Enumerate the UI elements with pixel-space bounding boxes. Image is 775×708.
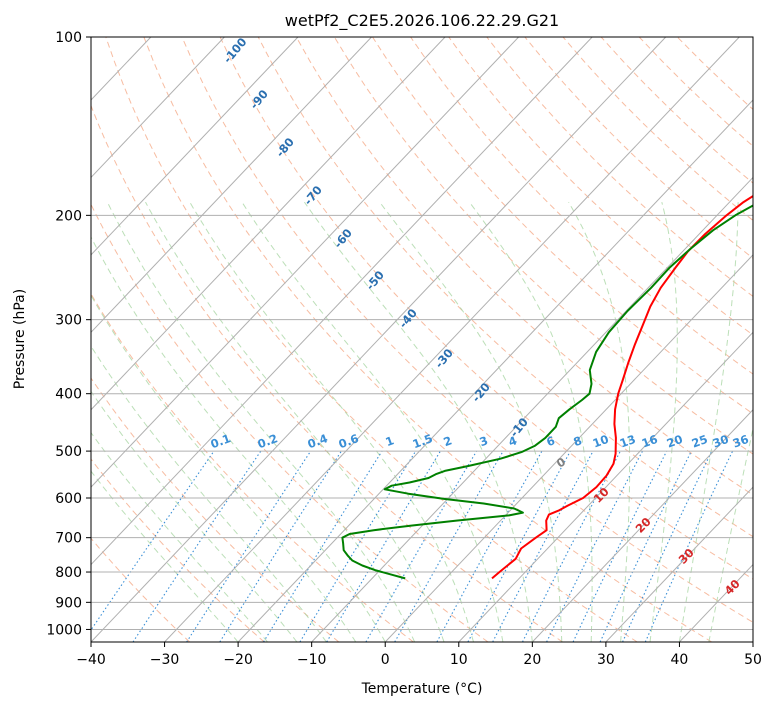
isotherm-line [91,37,225,179]
moist-adiabats [91,201,753,642]
isotherm-line [237,99,753,642]
moist-adiabat-line [91,294,357,642]
dry-adiabat-line [448,37,753,336]
dry-adiabat-line [486,37,753,297]
mixing-ratio-label: 1.5 [411,431,435,451]
isotherm-line [384,254,753,642]
dry-adiabat-line [91,104,563,642]
isotherm-line [91,37,667,642]
moist-adiabat-line [91,470,239,642]
moist-adiabat-line [91,236,386,642]
mixing-ratio-label: 16 [640,432,660,451]
isotherm-line [91,37,299,256]
x-tick-label: 0 [381,652,390,668]
x-tick-label: 30 [597,652,615,668]
mixing-ratio-label: 30 [711,432,731,451]
chart-title: wetPf2_C2E5.2026.106.22.29.G21 [285,11,559,31]
isotherm-line [91,37,446,411]
dry-adiabat-line [91,458,265,642]
moist-adiabat-line [145,201,445,642]
isotherm-line [531,408,753,642]
y-tick-label: 300 [55,313,82,329]
dry-adiabat-line [181,37,753,623]
mixing-ratio-label: 25 [690,432,710,451]
plot-area: -100-90-80-70-60-50-40-30-20-100.1 0.2 0.4… [91,37,753,642]
y-tick-label: 1000 [46,622,82,638]
mixing-ratio-label: 0.4 [306,431,330,451]
profiles [341,194,753,580]
mixing-ratio-label: 0.1 [209,431,233,451]
mixing-ratio-label: 0.6 [337,431,361,451]
axes: −40 −30 −20 −10 0 10 20 30 40 50 100 200 300 400 500 60… [46,30,762,668]
mixing-ratio-label: 20 [665,432,685,451]
x-tick-label: 20 [523,652,541,668]
dry-adiabat-line [219,37,753,580]
mixing-ratio-label: 0.2 [256,431,280,451]
x-axis-label: Temperature (°C) [361,681,483,697]
y-tick-label: 900 [55,595,82,611]
y-tick-label: 200 [55,208,82,224]
y-tick-label: 500 [55,444,82,460]
x-tick-label: −30 [150,652,180,668]
mixing-ratio-label: 10 [591,432,611,451]
mixing-ratio-line [394,450,504,642]
isotherm-line [91,37,372,334]
dry-adiabat-line [143,37,713,642]
moist-adiabat-line [106,201,416,642]
mixing-ratio-label: 13 [618,432,638,451]
dry-adiabat-line [372,37,753,415]
mixing-ratio-line [546,450,643,642]
dewpoint-profile-line [341,204,753,580]
moist-adiabat-line [189,201,474,642]
x-tick-label: 10 [450,652,468,668]
mixing-ratio-line [219,450,342,642]
x-tick-label: 40 [671,652,689,668]
isotherm-line [605,486,753,642]
moist-adiabat-line [241,201,504,642]
mixing-ratio-line [572,450,668,642]
isotherm-line [91,37,593,566]
x-tick-label: −40 [76,652,106,668]
mixing-ratio-label: 36 [731,432,751,451]
y-axis-label: Pressure (hPa) [12,289,28,389]
y-tick-label: 800 [55,565,82,581]
x-tick-label: −10 [297,652,327,668]
dry-adiabat-line [105,37,638,642]
y-tick-label: 400 [55,387,82,403]
isotherm-line [458,331,753,642]
isotherm-line [164,37,740,642]
mixing-ratio-line [436,450,543,642]
mixing-ratio-line [91,450,215,631]
y-tick-label: 600 [55,491,82,507]
moist-adiabat-line [303,201,533,642]
isotherm-line [91,37,520,488]
y-tick-label: 100 [55,30,82,46]
x-tick-label: 50 [744,652,762,668]
grid-lines [91,37,753,642]
mixing-ratio-line [186,450,312,642]
dry-adiabat-line [333,37,753,455]
plot-frame [90,36,754,643]
dry-adiabat-line [91,203,489,642]
temperature-profile-line [491,194,753,580]
dry-adiabat-line [410,37,753,375]
dry-adiabat-line [91,537,191,642]
mixing-ratio-line [299,450,417,642]
dry-adiabat-line [295,37,753,496]
moist-adiabat-line [468,201,593,642]
moist-adiabat-line [91,431,268,642]
isotherm-line [311,176,753,642]
y-tick-label: 700 [55,531,82,547]
x-tick-label: −20 [223,652,253,668]
moist-adiabat-line [568,201,631,642]
